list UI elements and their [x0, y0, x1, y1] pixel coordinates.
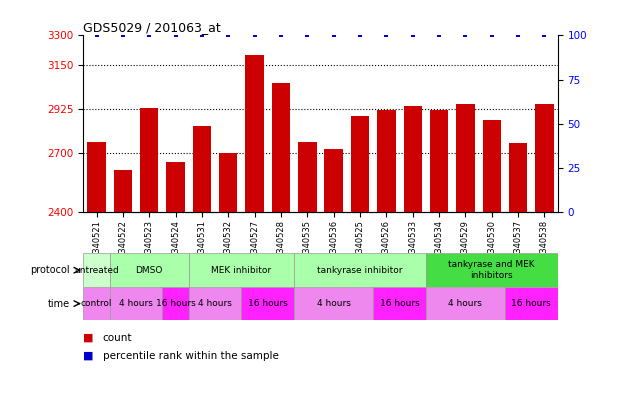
Bar [193, 126, 211, 393]
Bar [272, 83, 290, 393]
Bar [373, 287, 426, 320]
Text: protocol: protocol [31, 265, 70, 275]
Text: 16 hours: 16 hours [248, 299, 288, 308]
Text: percentile rank within the sample: percentile rank within the sample [103, 351, 278, 361]
Bar [140, 108, 158, 393]
Text: DMSO: DMSO [135, 266, 163, 275]
Bar [324, 149, 343, 393]
Text: 16 hours: 16 hours [379, 299, 419, 308]
Text: count: count [103, 333, 132, 343]
Bar [87, 142, 106, 393]
Bar [113, 170, 132, 393]
Text: untreated: untreated [74, 266, 119, 275]
Text: MEK inhibitor: MEK inhibitor [212, 266, 272, 275]
Bar [298, 142, 317, 393]
Bar [294, 253, 426, 287]
Bar [246, 55, 264, 393]
Text: GDS5029 / 201063_at: GDS5029 / 201063_at [83, 21, 221, 34]
Bar [242, 287, 294, 320]
Bar [188, 287, 242, 320]
Bar [351, 116, 369, 393]
Bar [430, 110, 448, 393]
Bar [167, 162, 185, 393]
Bar [509, 143, 528, 393]
Bar [294, 287, 373, 320]
Text: 4 hours: 4 hours [449, 299, 483, 308]
Text: ■: ■ [83, 351, 94, 361]
Bar [535, 104, 554, 393]
Bar [456, 104, 474, 393]
Bar [426, 287, 505, 320]
Bar [162, 287, 188, 320]
Bar [83, 287, 110, 320]
Text: time: time [48, 299, 70, 309]
Text: 4 hours: 4 hours [317, 299, 351, 308]
Bar [219, 153, 237, 393]
Text: 4 hours: 4 hours [119, 299, 153, 308]
Bar [110, 253, 188, 287]
Bar [505, 287, 558, 320]
Bar [404, 106, 422, 393]
Text: ■: ■ [83, 333, 94, 343]
Bar [426, 253, 558, 287]
Text: 16 hours: 16 hours [512, 299, 551, 308]
Text: tankyrase and MEK
inhibitors: tankyrase and MEK inhibitors [449, 261, 535, 280]
Bar [377, 110, 395, 393]
Bar [483, 120, 501, 393]
Bar [110, 287, 162, 320]
Bar [83, 253, 110, 287]
Text: control: control [81, 299, 112, 308]
Text: 4 hours: 4 hours [198, 299, 232, 308]
Text: 16 hours: 16 hours [156, 299, 196, 308]
Text: tankyrase inhibitor: tankyrase inhibitor [317, 266, 403, 275]
Bar [188, 253, 294, 287]
